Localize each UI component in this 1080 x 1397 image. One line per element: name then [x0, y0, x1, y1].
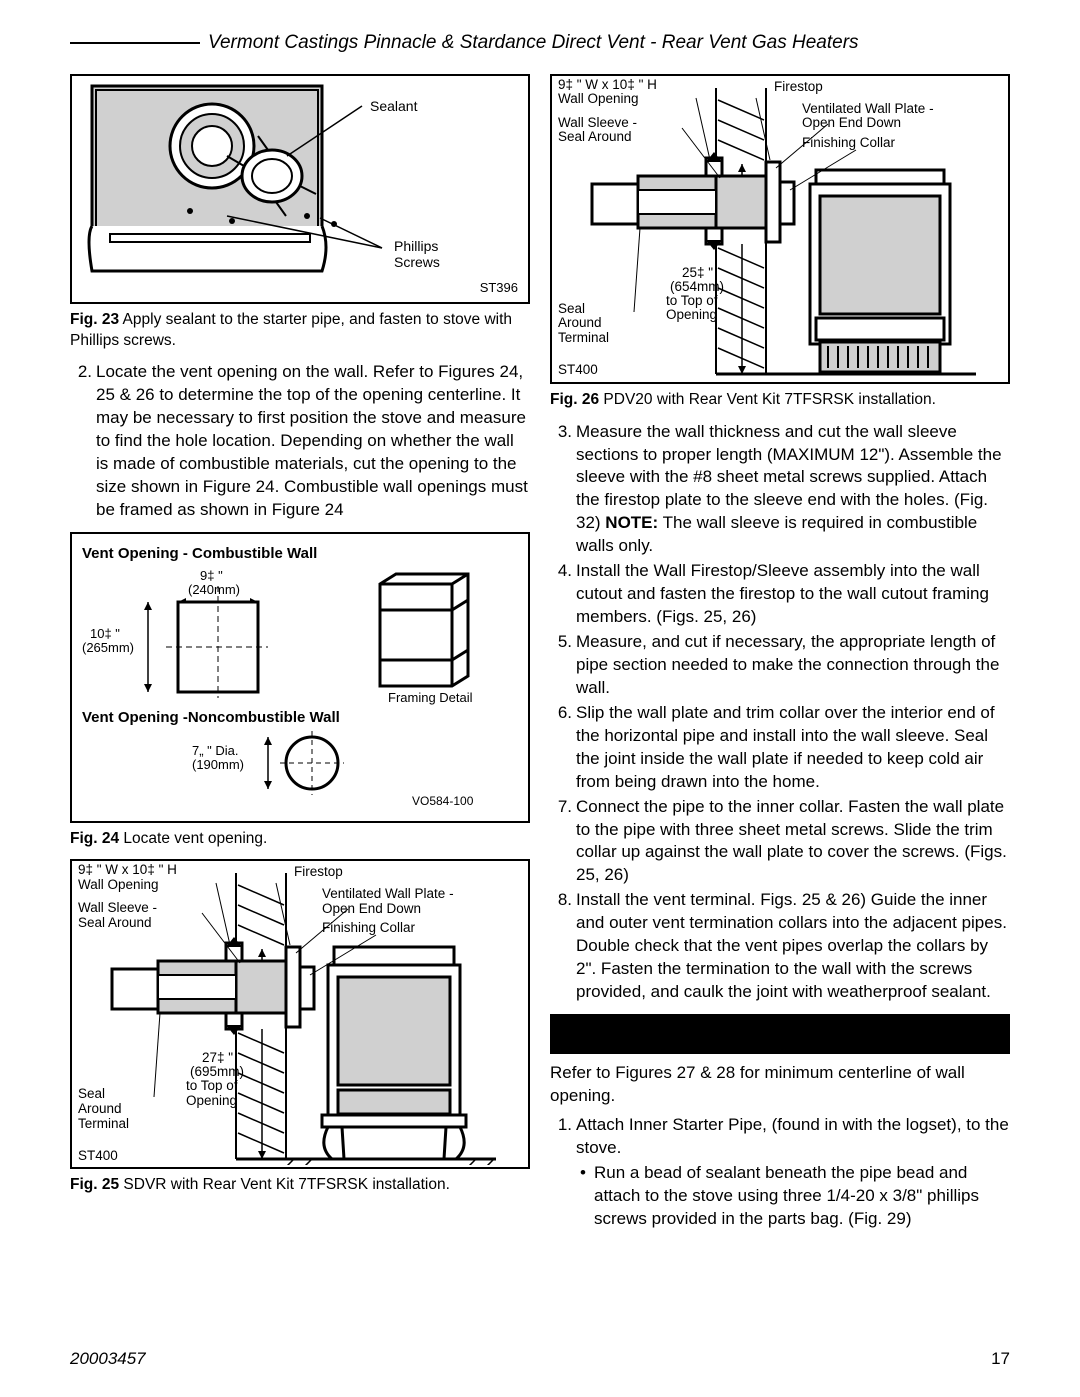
fig26-seal: Seal Around Terminal — [558, 302, 609, 347]
left-column: Sealant Phillips Screws ST396 Fig. 23 Ap… — [70, 74, 530, 1233]
page-footer: 20003457 17 — [70, 1348, 1010, 1371]
right-step: 6.Slip the wall plate and trim collar ov… — [576, 702, 1010, 794]
step-num: 5. — [550, 631, 572, 654]
header-title: Vermont Castings Pinnacle & Stardance Di… — [208, 30, 859, 56]
fig25-caption: Fig. 25 SDVR with Rear Vent Kit 7TFSRSK … — [70, 1175, 530, 1196]
right-step-1-bullet: Run a bead of sealant beneath the pipe b… — [576, 1162, 1010, 1231]
header-rule — [70, 42, 200, 44]
fig26-fc: Finishing Collar — [802, 136, 895, 151]
fig24-wmm: (240mm) — [188, 582, 240, 597]
step-num: 3. — [550, 421, 572, 444]
right-step: 8.Install the vent terminal. Figs. 25 & … — [576, 889, 1010, 1004]
step-text: Locate the vent opening on the wall. Ref… — [96, 362, 528, 519]
fig23-code: ST396 — [480, 281, 518, 296]
svg-text:(190mm): (190mm) — [192, 757, 244, 772]
fig24-caption-bold: Fig. 24 — [70, 830, 119, 847]
right-step: 4.Install the Wall Firestop/Sleeve assem… — [576, 560, 1010, 629]
right-step: 7.Connect the pipe to the inner collar. … — [576, 796, 1010, 888]
right-steps: 3.Measure the wall thickness and cut the… — [550, 421, 1010, 1004]
figure-24: Vent Opening - Combustible Wall 9‡ " (24… — [70, 532, 530, 823]
fig26-caption-bold: Fig. 26 — [550, 391, 599, 408]
right-step: 3.Measure the wall thickness and cut the… — [576, 421, 1010, 559]
fig23-caption-text: Apply sealant to the starter pipe, and f… — [70, 311, 512, 349]
fig25-wo: 9‡ " W x 10‡ " H Wall Opening — [78, 863, 177, 893]
fig25-seal: Seal Around Terminal — [78, 1087, 129, 1132]
right-step-1: 1. Attach Inner Starter Pipe, (found in … — [576, 1114, 1010, 1231]
fig25-dim-to: to Top of Opening — [186, 1079, 238, 1109]
fig24-framing-label: Framing Detail — [388, 690, 473, 705]
step-text: Attach Inner Starter Pipe, (found in wit… — [576, 1115, 1009, 1157]
fig26-fs: Firestop — [774, 80, 823, 95]
fig23-screws-label: Phillips Screws — [394, 238, 440, 270]
right-step: 5.Measure, and cut if necessary, the app… — [576, 631, 1010, 700]
fig26-dim-to: to Top of Opening — [666, 294, 718, 324]
footer-page: 17 — [991, 1348, 1010, 1371]
fig26-ws: Wall Sleeve - Seal Around — [558, 116, 637, 146]
fig24-noncomb-svg: 7„ " Dia. (190mm) VO584-100 — [82, 731, 502, 811]
fig26-wo: 9‡ " W x 10‡ " H Wall Opening — [558, 78, 657, 108]
fig24-w: 9‡ " — [200, 568, 223, 583]
figure-23: Sealant Phillips Screws ST396 — [70, 74, 530, 304]
page-header: Vermont Castings Pinnacle & Stardance Di… — [70, 30, 1010, 56]
step-num: 4. — [550, 560, 572, 583]
right-refer-para: Refer to Figures 27 & 28 for minimum cen… — [550, 1062, 1010, 1108]
step-note: NOTE: — [605, 513, 658, 532]
step-num: 8. — [550, 889, 572, 912]
fig23-sealant-label: Sealant — [370, 98, 417, 114]
fig24-caption-text: Locate vent opening. — [119, 830, 267, 847]
step-text: Slip the wall plate and trim collar over… — [576, 703, 995, 791]
section-bar — [550, 1014, 1010, 1054]
fig25-vwp: Ventilated Wall Plate - Open End Down — [322, 887, 454, 917]
fig25-ws: Wall Sleeve - Seal Around — [78, 901, 157, 931]
fig25-caption-bold: Fig. 25 — [70, 1176, 119, 1193]
fig26-caption-text: PDV20 with Rear Vent Kit 7TFSRSK install… — [599, 391, 936, 408]
footer-doc: 20003457 — [70, 1348, 146, 1371]
svg-text:10‡ ": 10‡ " — [90, 626, 120, 641]
step-num: 1. — [550, 1114, 572, 1137]
fig25-caption-text: SDVR with Rear Vent Kit 7TFSRSK installa… — [119, 1176, 450, 1193]
fig26-code: ST400 — [558, 363, 598, 378]
fig24-framing-svg: Framing Detail — [360, 566, 490, 706]
left-step-2: 2. Locate the vent opening on the wall. … — [96, 361, 530, 522]
figure-26: 9‡ " W x 10‡ " H Wall Opening Wall Sleev… — [550, 74, 1010, 384]
step-num: 7. — [550, 796, 572, 819]
step-num: 6. — [550, 702, 572, 725]
step-text: Connect the pipe to the inner collar. Fa… — [576, 797, 1007, 885]
fig25-fs: Firestop — [294, 865, 343, 880]
step-num: 2. — [70, 361, 92, 384]
figure-25: 9‡ " W x 10‡ " H Wall Opening Wall Sleev… — [70, 859, 530, 1169]
fig24-head1: Vent Opening - Combustible Wall — [82, 544, 518, 564]
svg-text:(265mm): (265mm) — [82, 640, 134, 655]
fig25-code: ST400 — [78, 1149, 118, 1164]
step-text: Measure, and cut if necessary, the appro… — [576, 632, 999, 697]
fig25-fc: Finishing Collar — [322, 921, 415, 936]
svg-text:VO584-100: VO584-100 — [412, 794, 474, 808]
fig24-comb-svg: 9‡ " (240mm) 10‡ " (265mm) — [82, 566, 342, 706]
fig26-vwp: Ventilated Wall Plate - Open End Down — [802, 102, 934, 132]
fig23-caption-bold: Fig. 23 — [70, 311, 119, 328]
fig24-head2: Vent Opening -Noncombustible Wall — [82, 708, 518, 728]
fig26-caption: Fig. 26 PDV20 with Rear Vent Kit 7TFSRSK… — [550, 390, 1010, 411]
right-column: 9‡ " W x 10‡ " H Wall Opening Wall Sleev… — [550, 74, 1010, 1233]
fig24-caption: Fig. 24 Locate vent opening. — [70, 829, 530, 850]
step-text: Install the Wall Firestop/Sleeve assembl… — [576, 561, 989, 626]
step-text: Install the vent terminal. Figs. 25 & 26… — [576, 890, 1007, 1001]
fig23-caption: Fig. 23 Apply sealant to the starter pip… — [70, 310, 530, 352]
svg-text:7„ " Dia.: 7„ " Dia. — [192, 743, 239, 758]
